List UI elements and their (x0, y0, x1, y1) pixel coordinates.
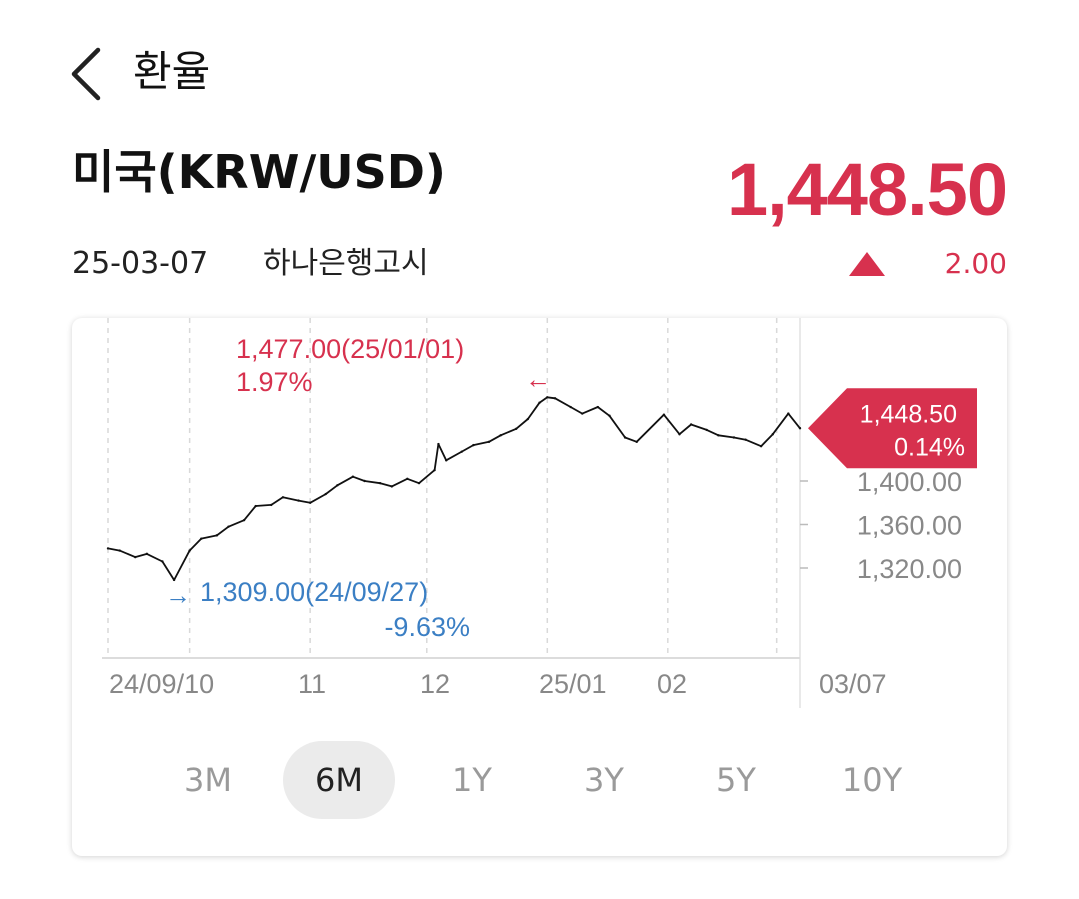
exchange-rate-value: 1,448.50 (726, 148, 1008, 231)
min-pct-label: -9.63% (384, 612, 470, 642)
max-annotation-label: 1,477.00(25/01/01) (236, 334, 464, 364)
data-point (771, 433, 774, 436)
data-point (635, 440, 638, 444)
chart-card: 1,400.00 1,360.00 1,320.00 24/09/10 11 12 25/0… (72, 318, 1007, 856)
current-value-badge (808, 388, 977, 469)
data-point (678, 433, 681, 436)
data-point (351, 475, 355, 478)
data-point (172, 578, 176, 582)
data-point (200, 537, 203, 540)
data-point (581, 412, 584, 415)
tab-1y[interactable]: 1Y (452, 761, 492, 799)
data-point (417, 481, 421, 485)
range-tabs: 3M 6M 1Y 3Y 5Y 10Y (72, 741, 1007, 819)
data-point (546, 396, 549, 399)
rate-source: 하나은행고시 (263, 246, 429, 281)
max-pct-label: 1.97% (236, 367, 313, 397)
x-tick-label: 12 (420, 669, 450, 699)
rate-date: 25-03-07 (72, 246, 209, 281)
chevron-left-icon (71, 47, 101, 101)
data-point (227, 525, 230, 528)
rate-chart[interactable]: 1,400.00 1,360.00 1,320.00 24/09/10 11 12 25/0… (72, 318, 1007, 718)
currency-name: 미국(KRW/USD) (72, 145, 446, 199)
up-triangle-icon (849, 252, 885, 276)
data-point (390, 485, 393, 488)
page-title: 환율 (133, 47, 211, 96)
data-point (515, 427, 518, 430)
data-point (145, 552, 149, 556)
y-tick-label: 1,320.00 (857, 554, 962, 584)
data-point (297, 499, 300, 502)
tab-3m[interactable]: 3M (184, 761, 232, 799)
max-arrow-icon: ← (525, 364, 551, 394)
data-point (445, 459, 448, 462)
data-point (118, 549, 121, 552)
data-point (188, 549, 191, 552)
y-tick-label: 1,360.00 (857, 511, 962, 541)
current-value-label: 1,448.50 (860, 400, 957, 428)
data-point (363, 479, 366, 483)
tab-3y[interactable]: 3Y (584, 761, 624, 799)
data-point (608, 414, 611, 417)
data-point (270, 503, 273, 507)
data-point (336, 484, 339, 487)
data-point (717, 434, 720, 437)
data-point (596, 405, 600, 409)
tab-5y[interactable]: 5Y (716, 761, 756, 799)
min-annotation-label: 1,309.00(24/09/27) (200, 577, 428, 607)
data-point (378, 481, 382, 485)
data-point (106, 547, 110, 550)
data-point (437, 442, 440, 446)
tab-10y[interactable]: 10Y (841, 761, 903, 799)
data-point (787, 412, 790, 415)
data-point (526, 417, 530, 421)
data-point (499, 434, 502, 437)
min-arrow-icon: → (165, 580, 191, 610)
rate-series-line (107, 396, 801, 581)
data-point (744, 438, 747, 441)
data-point (433, 468, 436, 472)
data-point (460, 450, 463, 453)
tab-6m[interactable]: 6M (283, 741, 395, 819)
data-point (242, 518, 246, 522)
data-point (732, 436, 736, 439)
data-point (215, 534, 219, 537)
data-point (538, 401, 541, 404)
data-point (308, 501, 312, 504)
x-tick-label: 03/07 (819, 669, 887, 699)
back-button[interactable] (62, 44, 112, 104)
data-point (324, 492, 327, 496)
data-point (553, 397, 557, 400)
data-point (406, 477, 409, 481)
data-point (569, 405, 572, 409)
data-point (662, 413, 666, 416)
data-point (705, 428, 708, 432)
data-point (472, 443, 475, 447)
data-point (281, 496, 285, 499)
x-tick-label: 11 (298, 669, 326, 699)
change-value: 2.00 (944, 247, 1007, 280)
data-point (759, 445, 763, 448)
data-point (623, 436, 627, 439)
x-tick-label: 25/01 (539, 669, 607, 699)
data-point (487, 440, 491, 444)
x-tick-label: 02 (657, 669, 687, 699)
x-tick-label: 24/09/10 (109, 669, 214, 699)
current-pct-label: 0.14% (894, 433, 965, 461)
y-tick-label: 1,400.00 (857, 467, 962, 497)
data-point (161, 560, 164, 563)
data-point (798, 427, 802, 430)
data-point (134, 555, 137, 559)
data-point (254, 504, 257, 508)
data-point (689, 423, 693, 426)
